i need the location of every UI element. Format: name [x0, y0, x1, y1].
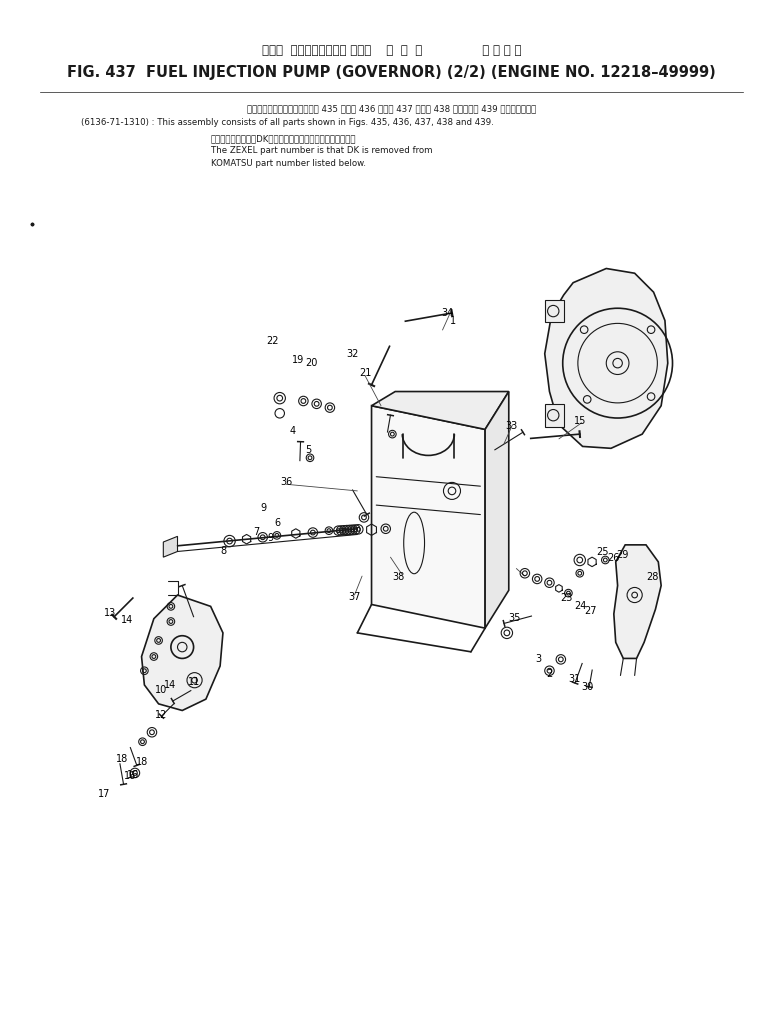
- Text: 13: 13: [104, 608, 117, 618]
- Text: 33: 33: [506, 421, 518, 431]
- Text: 31: 31: [568, 674, 580, 684]
- Text: 17: 17: [99, 789, 111, 799]
- Text: 21: 21: [359, 368, 372, 377]
- Text: 6: 6: [275, 518, 281, 528]
- Text: 14: 14: [164, 680, 176, 690]
- Text: 16: 16: [124, 771, 136, 781]
- Polygon shape: [372, 391, 509, 429]
- Text: The ZEXEL part number is that DK is removed from: The ZEXEL part number is that DK is remo…: [211, 146, 432, 155]
- Text: 30: 30: [581, 681, 594, 692]
- Text: 25: 25: [596, 548, 608, 558]
- Text: このアセンブリの構成部品は第 435 図、第 436 図、第 437 図、第 438 図および第 439 図を含みます。: このアセンブリの構成部品は第 435 図、第 436 図、第 437 図、第 4…: [247, 104, 536, 114]
- Text: 34: 34: [441, 308, 453, 318]
- Text: 4: 4: [290, 426, 296, 436]
- Text: 27: 27: [584, 606, 597, 617]
- Text: 18: 18: [116, 753, 128, 764]
- Text: 14: 14: [121, 614, 133, 625]
- Text: 2: 2: [547, 668, 553, 678]
- Text: 9: 9: [261, 503, 267, 513]
- Text: 10: 10: [155, 684, 168, 695]
- Text: 35: 35: [508, 612, 521, 623]
- Text: 29: 29: [616, 551, 629, 561]
- Text: 28: 28: [647, 572, 659, 582]
- Polygon shape: [545, 404, 564, 427]
- Polygon shape: [142, 595, 223, 711]
- Polygon shape: [545, 269, 668, 448]
- Polygon shape: [164, 536, 178, 557]
- Text: 24: 24: [575, 601, 587, 611]
- Text: 37: 37: [348, 592, 361, 602]
- Text: フェル  インジェクション ポンプ    ガ  バ  ナ                適 用 号 機: フェル インジェクション ポンプ ガ バ ナ 適 用 号 機: [262, 45, 521, 57]
- Text: 20: 20: [305, 358, 318, 368]
- Text: 22: 22: [266, 337, 279, 347]
- Text: 8: 8: [220, 546, 226, 556]
- Polygon shape: [614, 545, 661, 658]
- Text: (6136-71-1310) : This assembly consists of all parts shown in Figs. 435, 436, 43: (6136-71-1310) : This assembly consists …: [81, 118, 494, 127]
- Text: 32: 32: [346, 349, 359, 359]
- Text: 9: 9: [267, 533, 273, 544]
- Text: 12: 12: [155, 710, 168, 720]
- Text: 15: 15: [574, 416, 586, 426]
- Text: 19: 19: [291, 355, 304, 365]
- Text: 3: 3: [535, 654, 541, 664]
- Text: 23: 23: [561, 593, 572, 603]
- Text: 7: 7: [253, 526, 259, 536]
- Text: 16: 16: [127, 770, 139, 780]
- Text: FIG. 437  FUEL INJECTION PUMP (GOVERNOR) (2/2) (ENGINE NO. 12218–49999): FIG. 437 FUEL INJECTION PUMP (GOVERNOR) …: [67, 65, 716, 80]
- Text: KOMATSU part number listed below.: KOMATSU part number listed below.: [211, 159, 366, 167]
- Text: 品番のメーカー記号DKを除いたものがゼクセルの品番です。: 品番のメーカー記号DKを除いたものがゼクセルの品番です。: [211, 134, 356, 143]
- Text: 1: 1: [450, 315, 456, 325]
- Text: 11: 11: [187, 677, 200, 687]
- Text: 38: 38: [392, 572, 404, 582]
- Text: 5: 5: [305, 445, 312, 455]
- Polygon shape: [372, 406, 485, 628]
- Text: 26: 26: [608, 553, 620, 563]
- Text: 18: 18: [136, 756, 149, 767]
- Text: 36: 36: [280, 478, 293, 488]
- Polygon shape: [545, 300, 564, 322]
- Polygon shape: [485, 391, 509, 628]
